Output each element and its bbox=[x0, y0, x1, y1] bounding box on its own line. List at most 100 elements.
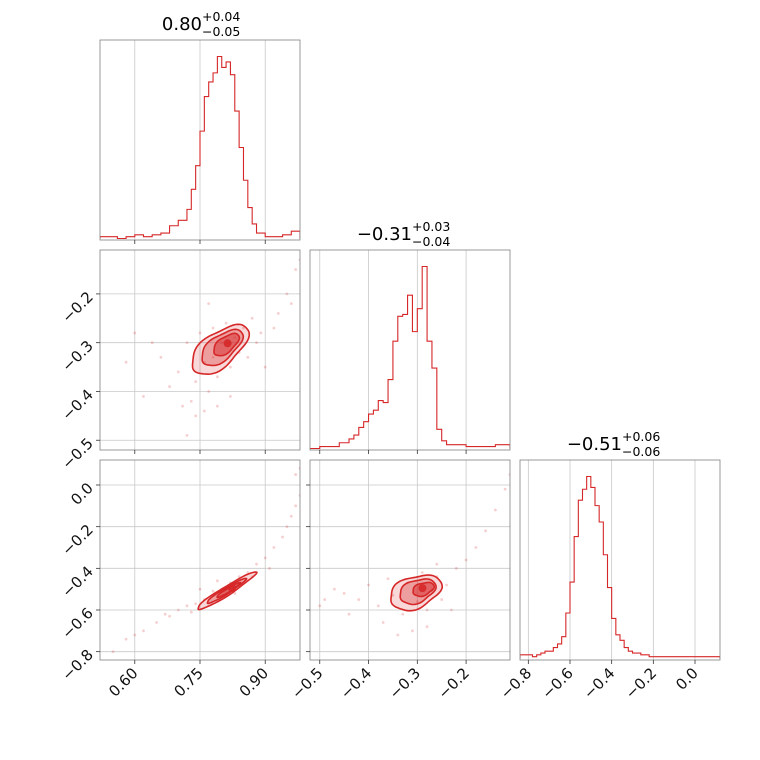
scatter-point-0-1-19 bbox=[259, 331, 263, 335]
panel-title-1: −0.31 +0.03−0.04 bbox=[357, 219, 451, 249]
scatter-point-0-1-21 bbox=[272, 326, 276, 330]
scatter-point-1-2-14 bbox=[445, 583, 448, 587]
pair-panel-0-1-yticklabel-2: −0.3 bbox=[58, 337, 96, 375]
scatter-point-0-2-18 bbox=[168, 614, 171, 618]
scatter-point-1-2-1 bbox=[357, 598, 361, 601]
pair-panel-0-2-xticklabel-1: 0.75 bbox=[170, 664, 206, 700]
scatter-point-1-2-29 bbox=[381, 621, 385, 624]
scatter-point-0-2-11 bbox=[272, 546, 276, 549]
scatter-point-0-2-27 bbox=[233, 591, 237, 595]
scatter-point-0-1-18 bbox=[255, 341, 258, 345]
title-plus-0: +0.04 bbox=[202, 9, 240, 24]
panel-title-2: −0.51 +0.06−0.06 bbox=[567, 429, 661, 459]
pair-panel-1-2-xticklabel-0: −0.5 bbox=[288, 664, 326, 702]
hist-panel-1: −0.31 +0.03−0.04 bbox=[309, 219, 511, 454]
scatter-point-0-1-0 bbox=[176, 370, 180, 374]
title-minus-0: −0.05 bbox=[202, 24, 240, 39]
scatter-point-0-2-14 bbox=[289, 514, 293, 518]
scatter-point-0-1-4 bbox=[198, 331, 202, 335]
scatter-point-0-1-16 bbox=[246, 355, 250, 359]
scatter-point-1-2-10 bbox=[425, 608, 429, 612]
scatter-point-0-2-23 bbox=[163, 612, 167, 616]
scatter-point-1-2-25 bbox=[493, 508, 497, 512]
scatter-point-0-1-11 bbox=[224, 321, 228, 325]
scatter-point-0-2-19 bbox=[142, 629, 145, 633]
scatter-point-0-1-23 bbox=[159, 355, 163, 359]
pair-panel-0-1-yticklabel-1: −0.4 bbox=[58, 386, 96, 424]
pair-panel-1-2-xticklabel-3: −0.2 bbox=[434, 664, 472, 702]
scatter-point-0-2-2 bbox=[194, 602, 198, 606]
title-value-1: −0.31 bbox=[357, 224, 412, 245]
hist-panel-1-plot bbox=[310, 250, 510, 450]
scatter-point-0-1-32 bbox=[294, 268, 298, 271]
hist-panel-2: −0.8 −0.6 −0.4 −0.2 0.0 −0.51 +0.06−0.06 bbox=[497, 429, 721, 703]
scatter-point-0-1-27 bbox=[133, 331, 137, 335]
scatter-point-0-1-3 bbox=[194, 380, 198, 384]
scatter-point-1-2-20 bbox=[425, 625, 429, 629]
scatter-point-1-2-24 bbox=[484, 529, 488, 533]
scatter-point-0-1-35 bbox=[142, 394, 145, 398]
hist-panel-2-xticklabel-4: 0.0 bbox=[672, 664, 702, 694]
hist-panel-0: 0.80 +0.04−0.05 bbox=[99, 9, 301, 244]
scatter-point-0-1-26 bbox=[229, 394, 232, 398]
scatter-point-0-2-21 bbox=[111, 650, 115, 654]
scatter-point-0-2-13 bbox=[285, 525, 289, 529]
scatter-point-0-2-12 bbox=[281, 535, 285, 539]
scatter-point-0-1-24 bbox=[194, 414, 198, 418]
scatter-point-1-2-16 bbox=[323, 598, 327, 601]
hist-panel-0-plot bbox=[100, 40, 300, 240]
scatter-point-0-2-22 bbox=[133, 633, 137, 637]
scatter-point-0-1-38 bbox=[207, 302, 211, 306]
scatter-point-0-2-4 bbox=[211, 589, 215, 593]
pair-panel-1-2-xticklabel-2: −0.3 bbox=[386, 664, 424, 702]
scatter-point-0-1-9 bbox=[215, 375, 219, 379]
scatter-point-1-2-6 bbox=[401, 612, 405, 616]
scatter-point-1-2-28 bbox=[318, 604, 322, 608]
scatter-point-0-1-17 bbox=[250, 316, 254, 320]
scatter-point-1-2-17 bbox=[347, 612, 351, 616]
scatter-point-1-2-21 bbox=[454, 566, 458, 570]
scatter-point-0-1-29 bbox=[150, 341, 154, 345]
hist-panel-2-xticklabel-2: −0.4 bbox=[580, 664, 618, 702]
pair-panel-0-2: 0.60 0.75 0.90 −0.8 −0.6 −0.4−0.2 0.0 bbox=[58, 459, 301, 700]
density-peak-0-1 bbox=[223, 339, 232, 348]
histogram-line-0 bbox=[100, 55, 300, 240]
pair-panel-0-2-plot bbox=[100, 460, 300, 660]
scatter-point-0-1-15 bbox=[242, 326, 245, 330]
scatter-point-1-2-26 bbox=[503, 487, 507, 491]
pair-panel-1-2: −0.5 −0.4 −0.3 −0.2 bbox=[288, 459, 511, 703]
title-minus-1: −0.04 bbox=[412, 234, 450, 249]
scatter-point-0-2-26 bbox=[215, 579, 219, 583]
scatter-point-0-1-20 bbox=[263, 365, 267, 369]
hist-panel-2-xticklabel-1: −0.6 bbox=[538, 664, 576, 702]
scatter-point-1-2-8 bbox=[415, 600, 419, 604]
pair-panel-0-2-yticklabel-4: 0.0 bbox=[67, 479, 97, 509]
scatter-point-0-1-8 bbox=[211, 355, 215, 359]
hist-panel-2-frame bbox=[519, 459, 721, 661]
scatter-point-0-2-17 bbox=[155, 621, 158, 624]
scatter-point-0-2-24 bbox=[189, 610, 193, 614]
pair-panel-1-2-frame bbox=[309, 459, 511, 661]
scatter-point-1-2-3 bbox=[376, 604, 380, 608]
scatter-point-0-1-30 bbox=[276, 312, 280, 315]
scatter-point-1-2-30 bbox=[450, 608, 453, 612]
scatter-point-0-1-34 bbox=[289, 302, 293, 306]
scatter-point-0-1-31 bbox=[285, 292, 289, 296]
pair-panel-1-2-plot bbox=[310, 460, 510, 660]
scatter-point-0-1-28 bbox=[124, 360, 128, 364]
pair-panel-1-2-xticklabel-1: −0.4 bbox=[337, 664, 375, 702]
pair-panel-0-2-xticklabel-0: 0.60 bbox=[105, 664, 141, 700]
scatter-point-1-2-19 bbox=[411, 629, 414, 633]
scatter-point-0-1-22 bbox=[168, 385, 171, 388]
title-value-2: −0.51 bbox=[567, 434, 622, 455]
scatter-point-0-2-30 bbox=[294, 473, 298, 476]
scatter-point-0-1-12 bbox=[229, 365, 232, 369]
title-minus-2: −0.06 bbox=[622, 444, 660, 459]
scatter-point-0-2-20 bbox=[124, 637, 128, 641]
scatter-point-0-1-6 bbox=[207, 390, 211, 393]
hist-panel-2-xticklabel-3: −0.2 bbox=[622, 664, 660, 702]
scatter-point-0-1-7 bbox=[211, 326, 215, 330]
panel-title-0: 0.80 +0.04−0.05 bbox=[162, 9, 240, 39]
scatter-point-1-2-31 bbox=[435, 562, 439, 566]
